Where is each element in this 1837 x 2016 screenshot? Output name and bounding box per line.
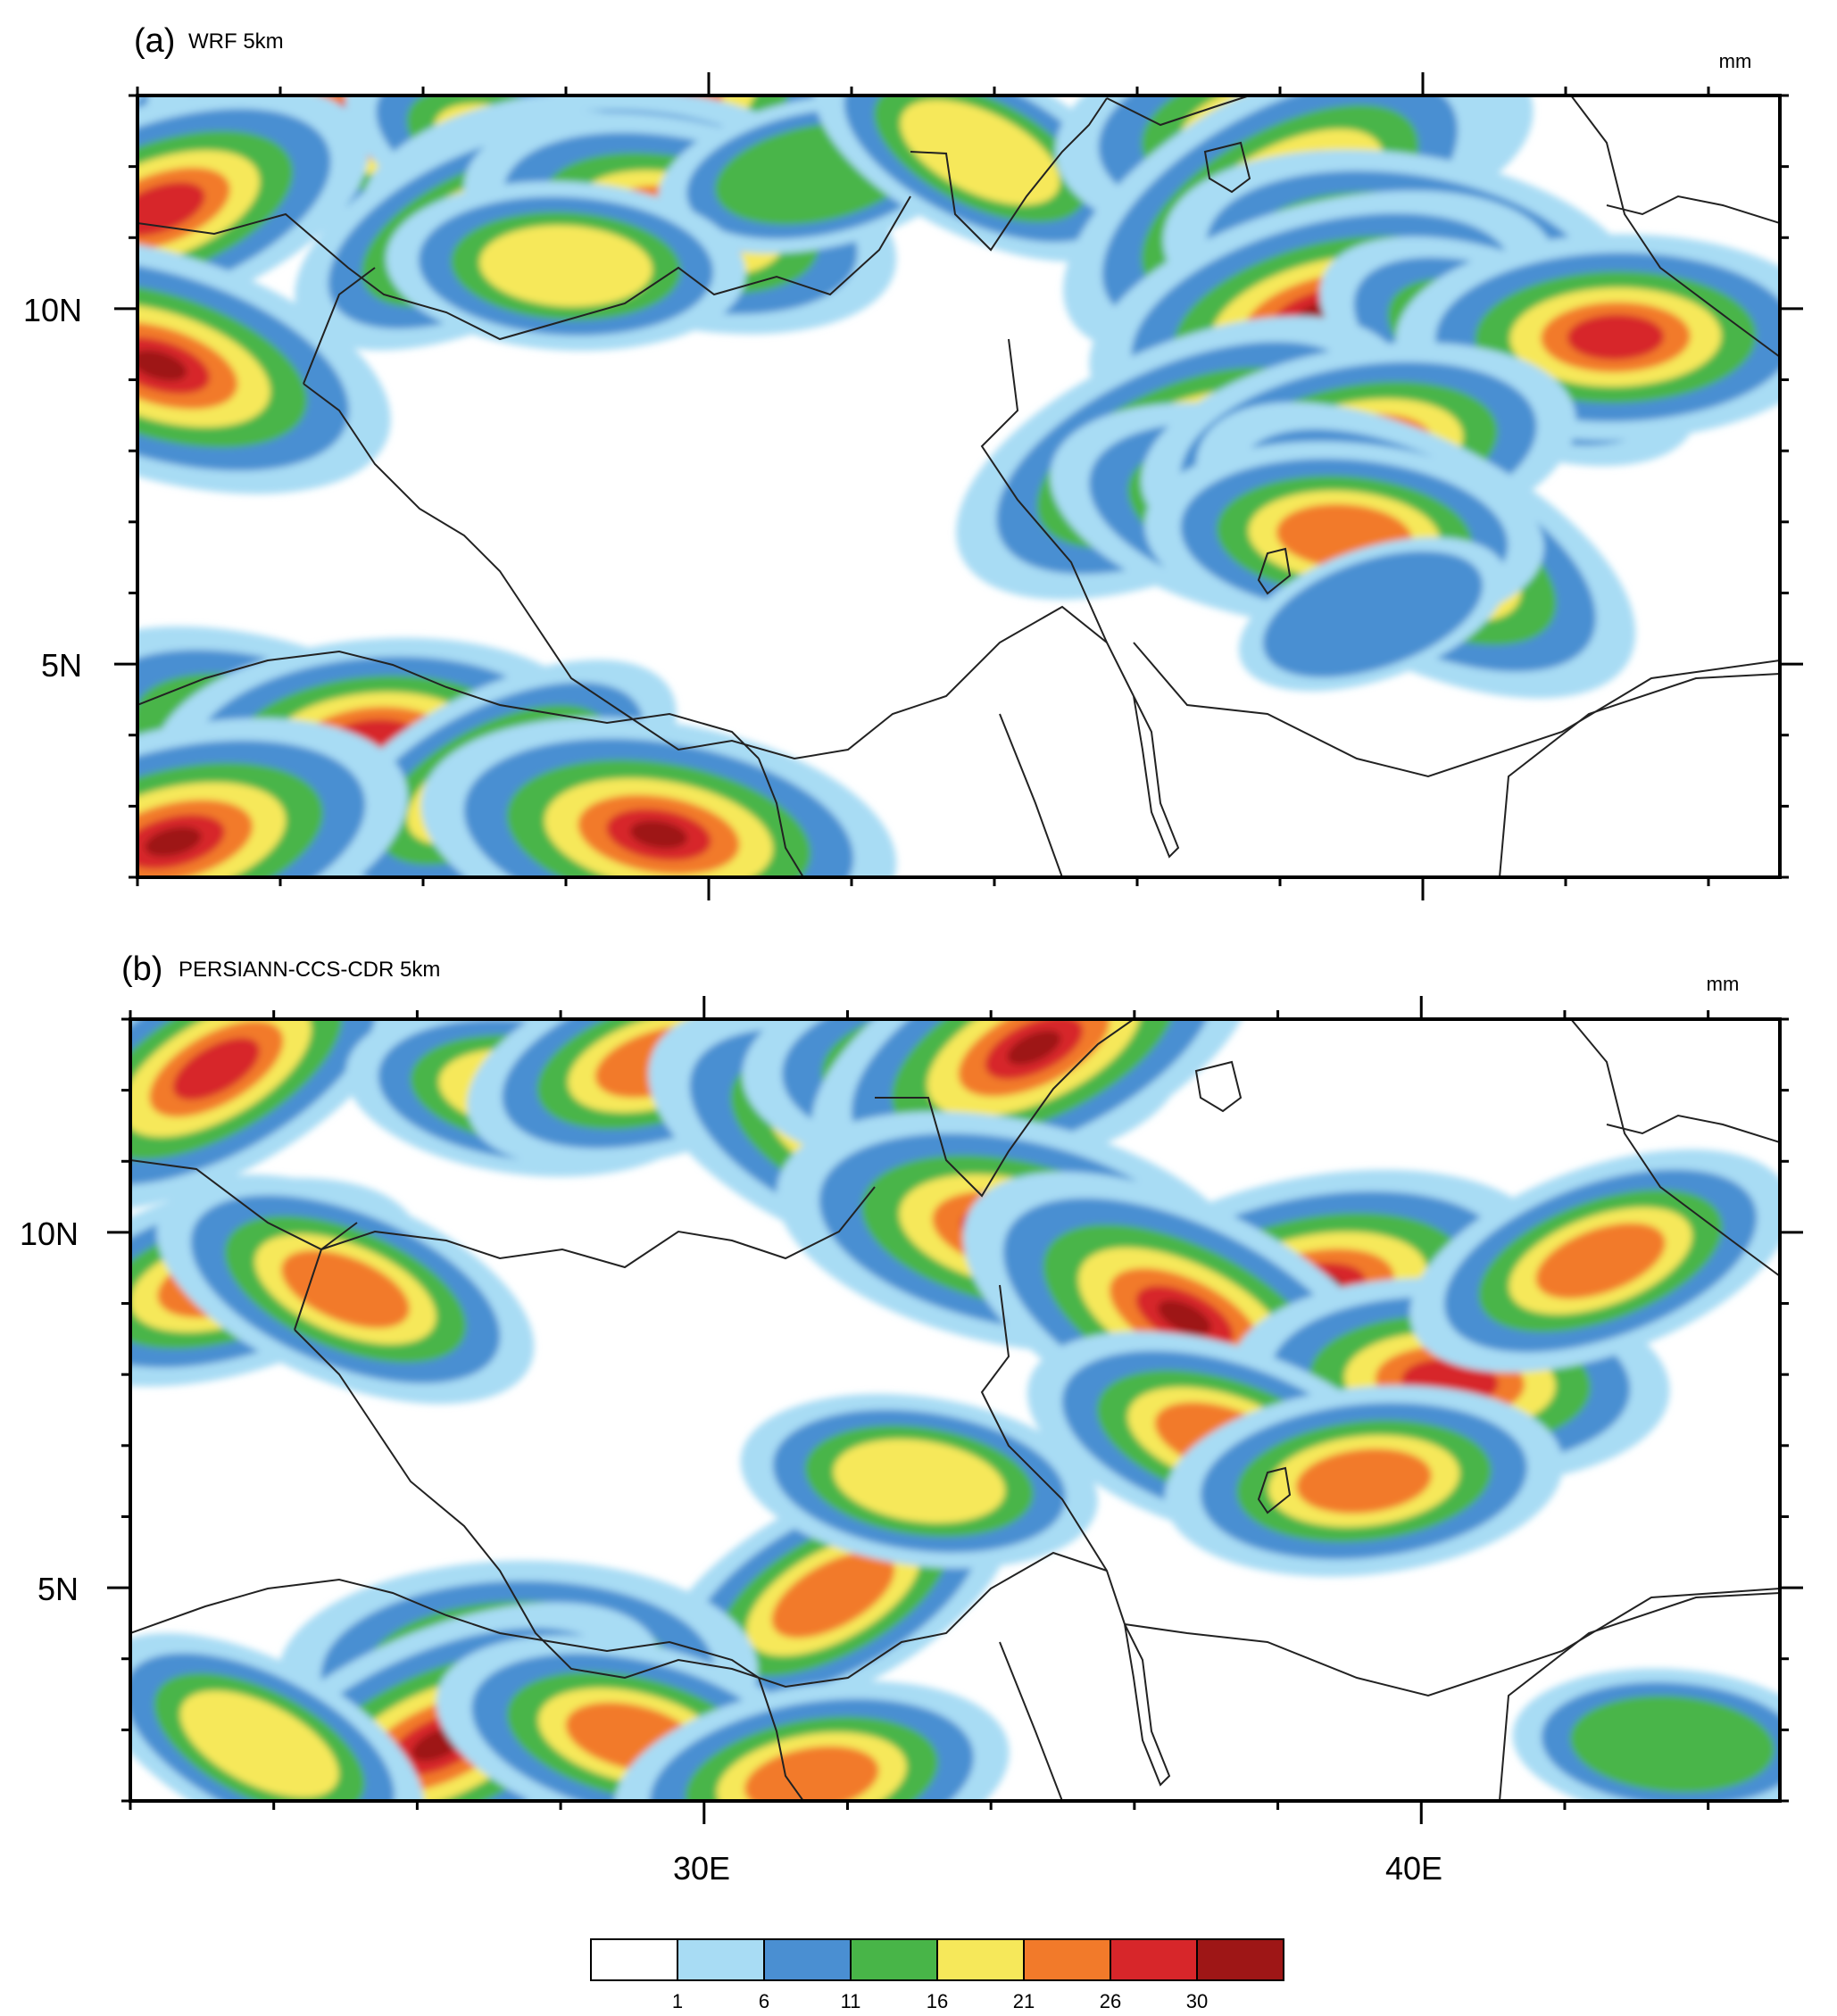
- south-sudan-west-border: [303, 267, 376, 385]
- colorbar-box: [763, 1938, 852, 1981]
- eritrea-border: [1106, 95, 1251, 127]
- drc-border: [137, 650, 760, 759]
- precip-contour: [1296, 1448, 1432, 1514]
- panel-a-frame: [136, 94, 1782, 879]
- colorbar-box: [850, 1938, 938, 1981]
- lon-label-30e: 30E: [673, 1850, 730, 1887]
- colorbar-box: [590, 1938, 678, 1981]
- precip-contour: [630, 820, 687, 849]
- drc-border-b: [130, 1578, 760, 1679]
- panel-b-lat-label-5n: 5N: [37, 1571, 79, 1607]
- kenya-west-border-b: [999, 1641, 1063, 1801]
- ethiopia-south-border: [980, 338, 1135, 697]
- lake-chamo-b: [1257, 1466, 1292, 1514]
- panel-a-letter: (a): [134, 22, 175, 60]
- lake-chamo: [1257, 547, 1292, 595]
- panel-a: (a) WRF 5km mm 10N 5N: [23, 22, 1803, 900]
- lake-turkana-b: [1124, 1623, 1171, 1787]
- panel-a-lat-label-5n: 5N: [41, 647, 82, 684]
- precip-contour: [1158, 1299, 1211, 1336]
- panel-b-lat-label-10n: 10N: [20, 1215, 79, 1252]
- colorbar-label-11: 11: [841, 1990, 861, 2012]
- panel-a-title: WRF 5km: [188, 29, 284, 54]
- panel-b-letter: (b): [121, 950, 162, 988]
- kenya-west-border: [999, 713, 1063, 877]
- precip-contour: [281, 1249, 410, 1329]
- precip-contour: [1570, 1696, 1775, 1793]
- sudan-border-north: [137, 195, 911, 341]
- lake-turkana: [1133, 695, 1180, 859]
- panel-a-unit: mm: [1719, 50, 1752, 72]
- red-sea-coast: [1570, 95, 1780, 358]
- precip-contour: [479, 225, 653, 307]
- colorbar-label-6: 6: [759, 1990, 769, 2012]
- precip-contour: [1535, 1223, 1666, 1299]
- panel-a-lat-label-10n: 10N: [23, 292, 82, 328]
- panel-a-precipitation-field: [137, 95, 1780, 877]
- panel-b-title: PERSIANN-CCS-CDR 5km: [179, 958, 440, 982]
- uganda-border-b: [758, 1677, 804, 1801]
- precip-contour: [900, 99, 1060, 205]
- colorbar: 1 6 11 16 21 26 30: [590, 1938, 1284, 2012]
- precip-contour: [1007, 1030, 1061, 1066]
- panel-b: (b) PERSIANN-CCS-CDR 5km mm 10N 5N 30E: [20, 950, 1803, 1887]
- colorbar-label-30: 30: [1186, 1990, 1208, 2012]
- precip-contour: [145, 826, 202, 857]
- ethiopia-border: [910, 97, 1108, 252]
- precip-contour: [833, 1439, 1005, 1523]
- gulf-of-aden-coast: [1606, 195, 1780, 224]
- somalia-border-b: [1499, 1592, 1780, 1801]
- somalia-border: [1499, 673, 1780, 877]
- panel-b-ticks: [107, 996, 1803, 1824]
- gulf-of-aden-coast-b: [1606, 1114, 1780, 1143]
- lake-tana: [1203, 141, 1251, 194]
- precip-contour: [172, 1037, 261, 1100]
- colorbar-box: [936, 1938, 1025, 1981]
- colorbar-box: [677, 1938, 765, 1981]
- precip-contour: [744, 1746, 879, 1801]
- colorbar-label-21: 21: [1013, 1990, 1035, 2012]
- panel-b-precipitation-field: [130, 1019, 1780, 1801]
- south-sudan-border: [303, 383, 1108, 760]
- ethiopia-south-border-b: [980, 1284, 1126, 1625]
- panel-b-coastlines: [130, 1019, 1780, 1801]
- kenya-border-b: [1124, 1588, 1780, 1697]
- ethiopia-border-b: [875, 1019, 1135, 1198]
- colorbar-label-16: 16: [927, 1990, 948, 2012]
- colorbar-label-26: 26: [1100, 1990, 1121, 2012]
- colorbar-box: [1196, 1938, 1284, 1981]
- colorbar-label-1: 1: [672, 1990, 683, 2012]
- panel-a-ticks: [114, 72, 1803, 900]
- colorbar-box: [1023, 1938, 1111, 1981]
- red-sea-coast-b: [1570, 1019, 1780, 1277]
- colorbar-box: [1110, 1938, 1198, 1981]
- lon-label-40e: 40E: [1385, 1850, 1442, 1887]
- uganda-border: [758, 758, 804, 877]
- precip-contour: [137, 350, 187, 381]
- panel-a-coastlines: [137, 95, 1780, 877]
- lake-tana-b: [1194, 1060, 1243, 1113]
- precip-contour: [179, 1690, 339, 1798]
- precip-contour: [1567, 314, 1665, 361]
- panel-b-frame: [129, 1017, 1782, 1803]
- precip-contour: [771, 1551, 895, 1639]
- south-sudan-west-border-b: [294, 1222, 358, 1331]
- precip-contour: [137, 182, 205, 236]
- sudan-border-north-b: [130, 1159, 876, 1269]
- kenya-border: [1133, 642, 1780, 778]
- precip-contour: [1262, 551, 1484, 678]
- south-sudan-border-b: [294, 1329, 1108, 1688]
- panel-b-unit: mm: [1707, 973, 1740, 995]
